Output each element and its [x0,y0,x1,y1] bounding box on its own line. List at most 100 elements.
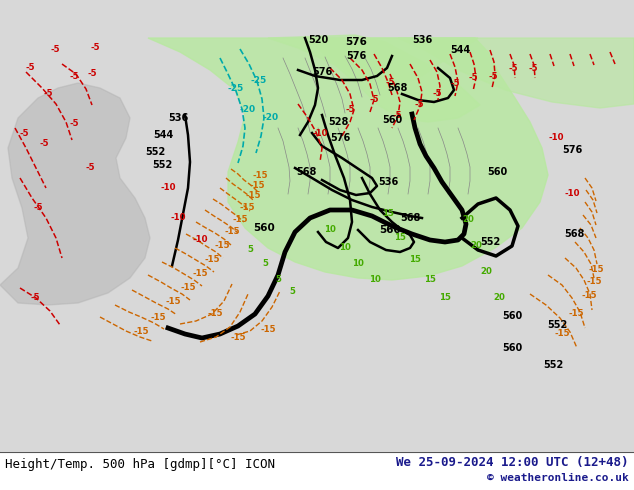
Text: -5: -5 [392,112,402,121]
Text: -5: -5 [87,70,97,78]
Text: -5: -5 [43,90,53,98]
Text: -15: -15 [245,192,261,200]
Text: -15: -15 [586,277,602,287]
Text: 560: 560 [502,343,522,353]
Text: 544: 544 [450,45,470,55]
Text: 560: 560 [379,225,401,235]
Text: -5: -5 [33,203,42,213]
Text: 560: 560 [487,167,507,177]
Text: -5: -5 [50,46,60,54]
Text: 576: 576 [562,145,582,155]
Text: -5: -5 [432,90,442,98]
Text: 15: 15 [439,293,451,301]
Polygon shape [148,38,548,280]
Text: -5: -5 [30,294,40,302]
Text: 528: 528 [328,117,348,127]
Text: 15: 15 [409,255,421,265]
Text: -15: -15 [204,254,220,264]
Text: 552: 552 [543,360,563,370]
Text: We 25-09-2024 12:00 UTC (12+48): We 25-09-2024 12:00 UTC (12+48) [396,456,629,468]
Text: -5: -5 [39,140,49,148]
Text: -15: -15 [249,180,265,190]
Text: 10: 10 [339,243,351,251]
Text: 576: 576 [345,37,367,47]
Text: -5: -5 [346,105,355,115]
Text: -15: -15 [180,283,196,292]
Text: -10: -10 [192,236,208,245]
Text: -5: -5 [450,79,460,89]
Text: 568: 568 [296,167,316,177]
Text: -15: -15 [214,241,230,249]
Text: -15: -15 [207,310,223,318]
Text: Height/Temp. 500 hPa [gdmp][°C] ICON: Height/Temp. 500 hPa [gdmp][°C] ICON [5,458,275,470]
Text: -10: -10 [313,128,328,138]
Text: 576: 576 [346,51,366,61]
Text: -15: -15 [588,265,604,273]
Bar [0,452,634,490]
Text: 15: 15 [424,274,436,284]
Text: -15: -15 [192,269,208,277]
Text: -10: -10 [548,133,564,143]
Text: 560: 560 [502,311,522,321]
Text: 552: 552 [152,160,172,170]
Text: 20: 20 [480,267,492,275]
Text: 5: 5 [262,260,268,269]
Polygon shape [308,38,478,88]
Text: 552: 552 [547,320,567,330]
Text: 576: 576 [330,133,350,143]
Text: 20: 20 [470,241,482,249]
Text: 20: 20 [462,215,474,223]
Text: -5: -5 [469,74,478,82]
Text: -20: -20 [240,104,256,114]
Text: -15: -15 [581,292,597,300]
Text: 544: 544 [153,130,173,140]
Text: 568: 568 [387,83,407,93]
Text: -5: -5 [528,65,538,74]
Text: -15: -15 [239,202,255,212]
Text: -5: -5 [369,96,378,104]
Text: -10: -10 [564,189,579,197]
Text: 576: 576 [312,67,332,77]
Text: -15: -15 [150,313,165,321]
Text: -5: -5 [25,64,35,73]
Text: 560: 560 [253,223,275,233]
Text: -15: -15 [165,297,181,307]
Text: -5: -5 [19,129,29,139]
Text: -15: -15 [230,333,246,342]
Text: -15: -15 [554,329,570,339]
Polygon shape [268,35,480,122]
Text: 15: 15 [382,210,394,219]
Text: -15: -15 [568,310,584,318]
Text: 520: 520 [308,35,328,45]
Text: -15: -15 [224,226,240,236]
Text: -15: -15 [260,324,276,334]
Text: 560: 560 [382,115,402,125]
Text: 568: 568 [564,229,584,239]
Text: -5: -5 [508,65,518,74]
Text: -10: -10 [171,214,186,222]
Text: 5: 5 [289,288,295,296]
Text: -5: -5 [385,78,395,88]
Text: -5: -5 [85,164,94,172]
Text: -5: -5 [90,44,100,52]
Text: -20: -20 [263,114,279,122]
Text: -15: -15 [252,172,268,180]
Text: 20: 20 [493,293,505,301]
Text: 536: 536 [168,113,188,123]
Text: 552: 552 [480,237,500,247]
Text: 536: 536 [412,35,432,45]
Text: © weatheronline.co.uk: © weatheronline.co.uk [488,473,629,483]
Text: -5: -5 [488,73,498,81]
Text: -5: -5 [414,100,424,109]
Polygon shape [0,83,150,305]
Text: -15: -15 [133,326,149,336]
Text: -5: -5 [69,120,79,128]
Text: 10: 10 [352,260,364,269]
Text: -10: -10 [160,183,176,193]
Text: -15: -15 [232,215,248,223]
Text: 5: 5 [247,245,253,253]
Text: 5: 5 [275,274,281,284]
Text: 568: 568 [400,213,420,223]
Text: -25: -25 [228,84,244,94]
Text: 10: 10 [324,224,336,234]
